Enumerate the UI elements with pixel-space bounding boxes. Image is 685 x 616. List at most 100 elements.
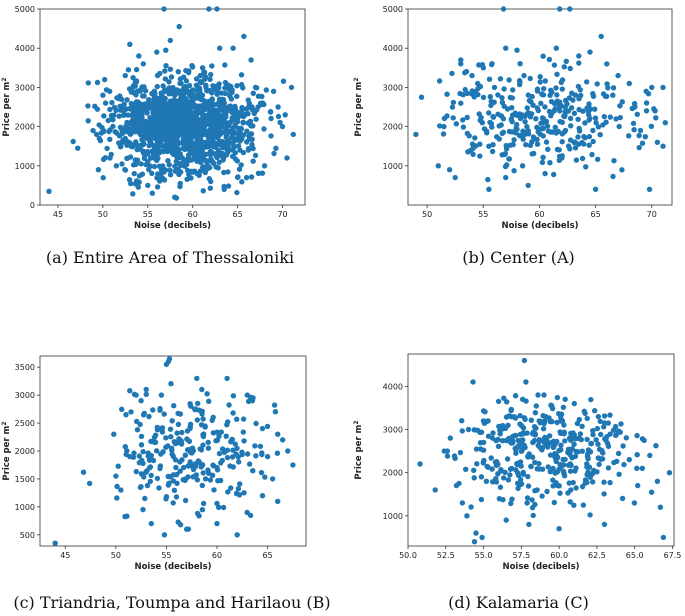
data-point: [140, 449, 146, 455]
data-point: [288, 84, 295, 91]
data-point: [517, 61, 523, 67]
data-point: [618, 421, 624, 427]
data-point: [129, 144, 136, 150]
data-point: [187, 447, 194, 453]
data-point: [470, 151, 476, 157]
data-point: [477, 153, 483, 159]
data-point: [432, 487, 438, 493]
data-point: [211, 115, 217, 121]
data-point: [243, 174, 250, 181]
data-point: [542, 78, 548, 84]
y-tick-label: 3000: [15, 83, 35, 92]
data-point: [136, 53, 142, 59]
data-point: [167, 143, 173, 150]
data-point: [642, 134, 648, 140]
data-point: [161, 88, 168, 94]
data-point: [639, 465, 645, 471]
data-point: [540, 133, 546, 139]
data-point: [181, 144, 187, 150]
data-point: [208, 178, 214, 185]
data-point: [189, 98, 196, 104]
data-point: [171, 403, 177, 409]
data-point: [134, 157, 141, 163]
data-point: [122, 107, 128, 113]
data-point: [529, 505, 536, 511]
data-point: [610, 92, 616, 98]
data-point: [547, 160, 553, 166]
data-point: [249, 141, 255, 148]
data-point: [170, 453, 176, 459]
data-point: [652, 108, 658, 114]
data-point: [617, 114, 623, 121]
data-point: [167, 66, 173, 72]
x-axis-label: Noise (decibels): [134, 221, 211, 231]
data-point: [525, 483, 532, 489]
data-point: [100, 175, 106, 181]
data-point: [578, 436, 584, 443]
data-point: [228, 129, 235, 135]
scatter-points: [413, 6, 668, 192]
data-point: [141, 93, 147, 99]
y-tick-label: 2000: [15, 123, 35, 132]
data-point: [643, 100, 650, 106]
data-point: [478, 429, 485, 435]
data-point: [154, 144, 160, 150]
data-point: [114, 483, 120, 490]
data-point: [86, 480, 93, 487]
data-point: [567, 115, 574, 122]
data-point: [518, 423, 525, 429]
data-point: [168, 74, 175, 80]
data-point: [520, 469, 526, 476]
data-point: [503, 142, 509, 149]
data-point: [436, 78, 443, 84]
data-point: [209, 159, 216, 165]
data-point: [572, 453, 579, 460]
data-point: [540, 154, 546, 160]
data-point: [94, 79, 101, 86]
data-point: [490, 142, 496, 148]
data-point: [224, 120, 231, 126]
data-point: [187, 421, 194, 427]
data-point: [232, 137, 239, 144]
data-point: [148, 472, 154, 479]
data-point: [205, 467, 211, 473]
data-point: [227, 93, 233, 99]
data-point: [545, 128, 552, 134]
data-point: [519, 440, 525, 446]
data-point: [457, 449, 464, 456]
data-point: [660, 143, 666, 149]
data-point: [198, 464, 204, 470]
data-point: [207, 98, 213, 105]
data-point: [584, 79, 590, 85]
data-point: [200, 470, 206, 476]
data-point: [136, 453, 142, 459]
data-point: [566, 95, 573, 101]
data-point: [511, 137, 517, 143]
data-point: [600, 91, 607, 97]
data-point: [556, 147, 562, 153]
data-point: [534, 86, 541, 92]
scatter-points: [52, 356, 296, 546]
data-point: [571, 441, 577, 447]
data-point: [250, 90, 256, 97]
y-axis-label-text: Price per m: [2, 425, 12, 480]
data-point: [217, 45, 223, 51]
data-point: [472, 135, 478, 141]
data-point: [185, 463, 191, 469]
data-point: [177, 459, 183, 465]
y-tick-label: 3000: [15, 391, 35, 400]
data-point: [531, 150, 537, 157]
data-point: [90, 127, 96, 134]
data-point: [477, 141, 483, 147]
data-point: [585, 469, 591, 475]
data-point: [559, 155, 565, 161]
data-point: [532, 488, 538, 494]
data-point: [222, 62, 228, 68]
data-point: [550, 444, 556, 450]
data-point: [121, 111, 127, 118]
data-point: [113, 163, 120, 169]
data-point: [610, 173, 616, 180]
data-point: [660, 534, 667, 541]
y-axis-label-text: Price per m: [2, 81, 12, 136]
data-point: [533, 116, 539, 122]
